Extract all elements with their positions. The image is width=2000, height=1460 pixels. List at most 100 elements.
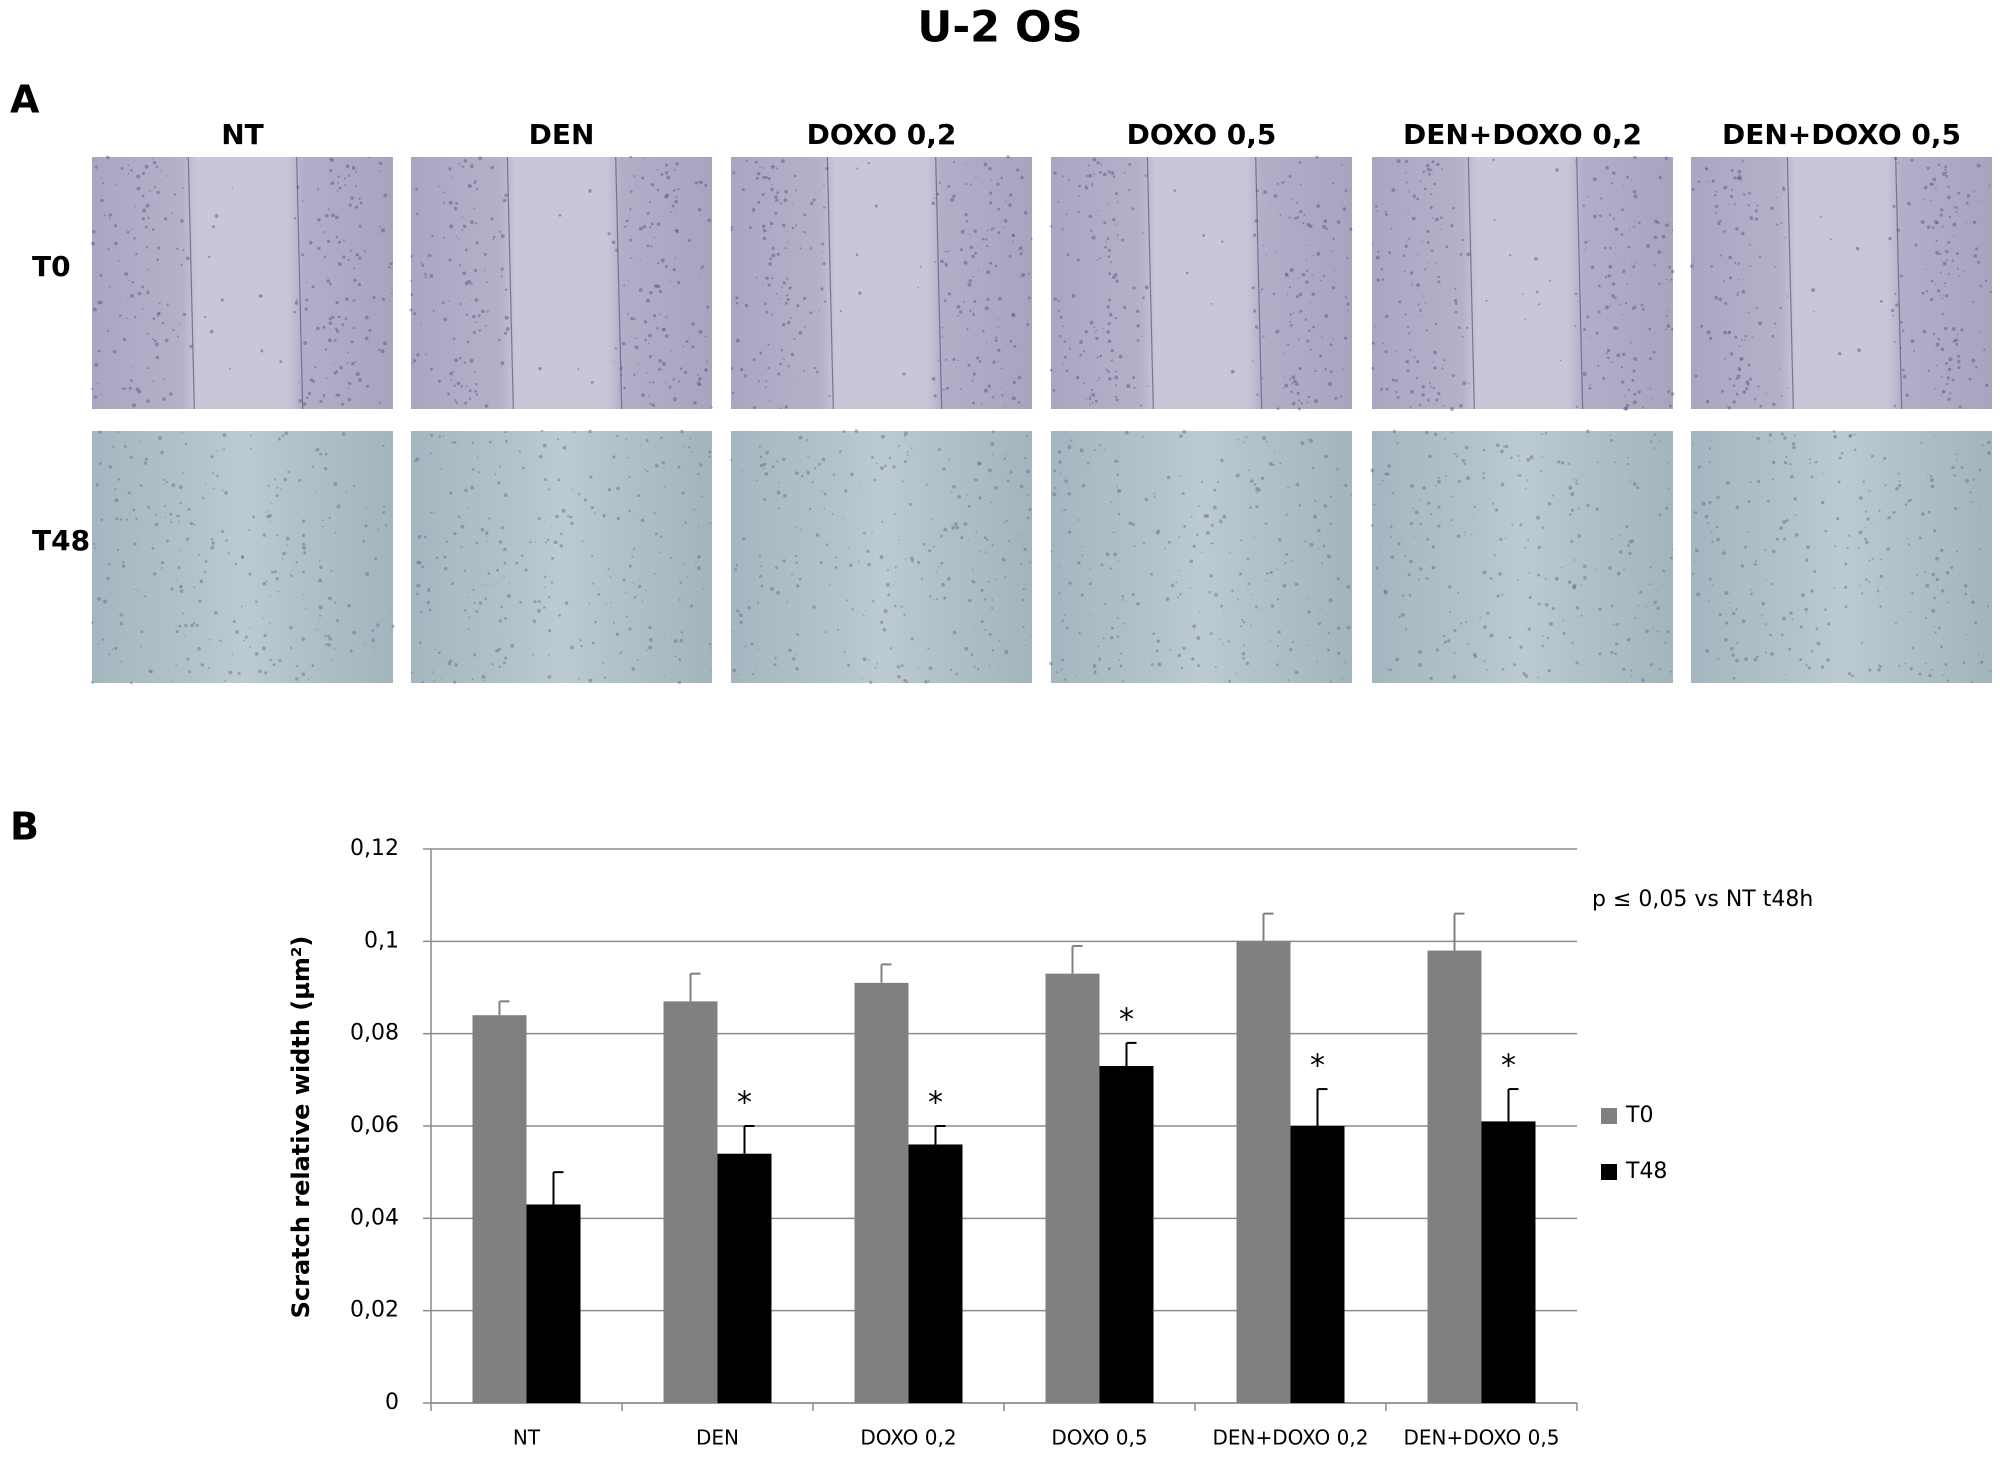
cell-speck (1409, 406, 1412, 408)
cell-speck (774, 195, 778, 199)
cell-speck (1332, 338, 1335, 340)
cell-speck (97, 349, 101, 353)
cell-speck (1779, 306, 1782, 310)
cell-speck (474, 321, 477, 323)
cell-speck (1924, 662, 1927, 665)
cell-speck (1482, 448, 1486, 452)
cell-speck (430, 511, 432, 514)
cell-speck (475, 382, 478, 386)
cell-speck (364, 642, 366, 645)
cell-speck (1824, 608, 1827, 612)
cell-speck (1897, 162, 1900, 164)
cell-speck (809, 311, 813, 315)
cell-speck (1019, 252, 1023, 256)
cell-speck (1306, 644, 1309, 647)
cell-speck (612, 455, 616, 459)
cell-speck (319, 399, 323, 404)
cell-speck (649, 402, 652, 406)
cell-speck (1610, 438, 1614, 442)
cell-speck (653, 572, 656, 575)
cell-speck (795, 667, 799, 671)
cell-speck (799, 247, 802, 250)
cell-speck (1577, 663, 1580, 665)
cell-speck (856, 167, 859, 170)
cell-speck (777, 507, 781, 510)
cell-speck (470, 282, 473, 285)
cell-speck (1255, 605, 1258, 609)
cell-speck (992, 453, 994, 456)
cell-speck (660, 535, 663, 538)
cell-speck (1008, 254, 1012, 258)
cell-speck (498, 634, 500, 636)
cell-speck (1467, 382, 1470, 385)
cell-speck (1665, 278, 1668, 280)
cell-speck (416, 592, 419, 596)
cell-speck (1211, 542, 1214, 545)
cell-speck (282, 551, 286, 556)
cell-speck (97, 382, 100, 385)
cell-speck (1844, 605, 1848, 609)
cell-speck (1116, 201, 1119, 203)
cell-speck (1382, 479, 1385, 482)
cell-speck (472, 588, 475, 592)
cell-speck (210, 455, 214, 459)
cell-speck (619, 651, 623, 654)
cell-speck (1003, 226, 1006, 229)
cell-speck (1394, 379, 1398, 383)
cell-speck (263, 634, 267, 638)
cell-speck (1297, 338, 1300, 341)
cell-speck (208, 639, 211, 641)
cell-speck (639, 260, 641, 262)
cell-speck (1182, 646, 1186, 651)
cell-speck (1549, 279, 1552, 282)
cell-speck (301, 519, 306, 523)
cell-speck (546, 538, 550, 541)
cell-speck (633, 317, 636, 321)
cell-speck (674, 199, 679, 204)
cell-speck (1289, 324, 1293, 327)
error-bar (1316, 1088, 1328, 1126)
cell-speck (767, 283, 771, 287)
cell-speck (1541, 433, 1543, 435)
cell-speck (986, 538, 989, 541)
cell-speck (779, 202, 782, 205)
cell-speck (1632, 265, 1636, 269)
cell-speck (680, 631, 684, 634)
cell-speck (111, 648, 114, 651)
cell-speck (794, 189, 797, 192)
cell-speck (337, 181, 339, 184)
cell-speck (473, 371, 476, 373)
cell-speck (769, 222, 774, 226)
cell-speck (347, 387, 349, 389)
cell-speck (883, 609, 888, 614)
cell-speck (1649, 387, 1651, 390)
cell-speck (1820, 665, 1825, 669)
cell-speck (591, 641, 595, 645)
cell-speck (780, 407, 782, 409)
cell-speck (1499, 537, 1503, 541)
cell-speck (125, 518, 129, 521)
cell-speck (1116, 473, 1120, 476)
cell-speck (1091, 401, 1094, 404)
cell-speck (1418, 650, 1422, 655)
cell-speck (1780, 221, 1783, 224)
cell-speck (986, 270, 991, 275)
cell-speck (1095, 329, 1098, 332)
cell-speck (1522, 292, 1524, 295)
cell-speck (146, 332, 149, 335)
cell-speck (538, 367, 542, 371)
cell-speck (755, 176, 759, 180)
cell-speck (472, 314, 476, 319)
cell-speck (664, 316, 667, 318)
cell-speck (1913, 350, 1915, 353)
cell-speck (317, 188, 320, 191)
cell-speck (1431, 565, 1436, 570)
cell-speck (1131, 522, 1135, 526)
cell-speck (1252, 309, 1257, 313)
cell-speck (751, 207, 756, 212)
cell-speck (1419, 309, 1423, 312)
cell-speck (863, 531, 866, 535)
cell-speck (1128, 521, 1133, 526)
cell-speck (1191, 657, 1195, 661)
cell-speck (1981, 444, 1984, 447)
